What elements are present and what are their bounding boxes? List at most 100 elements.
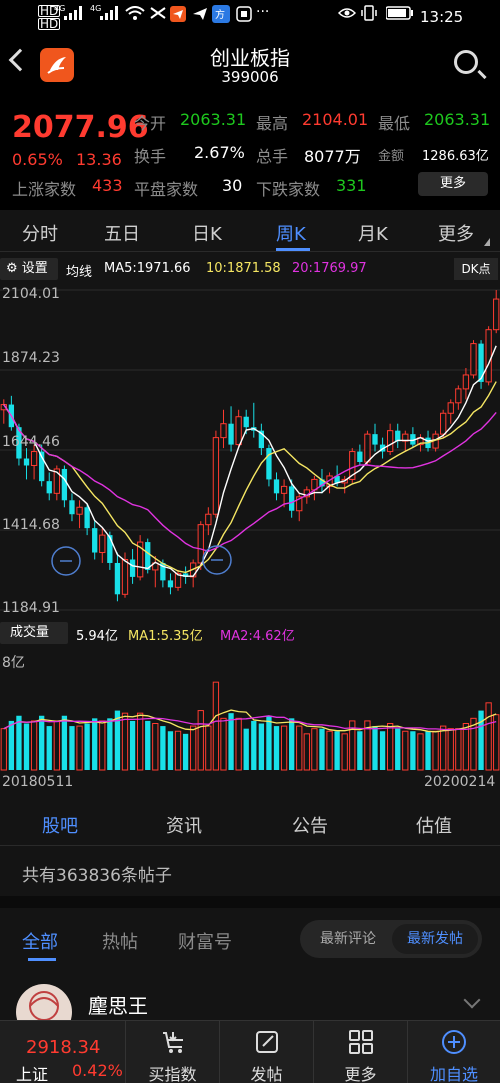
candle <box>69 493 75 522</box>
app-logo <box>40 48 74 82</box>
volume-ma2: MA2:4.62亿 <box>220 629 295 644</box>
volume-bar <box>121 712 129 771</box>
current-price: 2077.96 <box>12 110 149 145</box>
compose-post-button[interactable]: 发帖 <box>219 1021 313 1083</box>
ma-title: 均线 <box>66 265 93 280</box>
add-watchlist-label: 加自选 <box>429 1065 478 1083</box>
sort-toggle: 最新评论 最新发帖 <box>300 920 482 958</box>
candle <box>30 444 38 480</box>
signal-icon-2 <box>100 6 118 23</box>
x-start-label: 20180511 <box>2 774 74 790</box>
volume-bar <box>357 731 363 770</box>
tab-intraday[interactable]: 分时 <box>22 224 58 245</box>
chevron-down-icon[interactable] <box>463 991 481 1009</box>
volume-bar <box>174 730 182 771</box>
event-marker-icon[interactable] <box>202 545 232 575</box>
tab-monthly-k[interactable]: 月K <box>358 224 388 245</box>
volume-bar <box>334 731 340 770</box>
compose-label: 发帖 <box>250 1065 283 1083</box>
tab-news[interactable]: 资讯 <box>166 816 202 837</box>
volume-value: 8077万 <box>304 147 361 166</box>
y-tick-label: 2104.01 <box>2 286 60 302</box>
volume-bar <box>303 733 310 771</box>
volume-bar <box>114 710 121 770</box>
filter-all[interactable]: 全部 <box>22 932 58 953</box>
candle <box>251 402 257 438</box>
settings-label: 设置 <box>21 261 48 276</box>
more-quote-button[interactable]: 更多 <box>418 172 488 196</box>
tab-valuation[interactable]: 估值 <box>416 816 452 837</box>
candlestick-chart[interactable]: 2104.01 1874.23 1644.46 1414.68 1184.91 <box>0 282 500 618</box>
volume-bar <box>99 720 106 771</box>
volume-bar <box>167 731 174 770</box>
amount-label: 金额 <box>378 149 405 164</box>
volume-bar <box>364 720 371 771</box>
add-watchlist-button[interactable]: 加自选 <box>407 1021 500 1083</box>
ma20-value: 20:1769.97 <box>292 261 367 276</box>
y-tick-label: 1874.23 <box>2 350 60 366</box>
more-button[interactable]: 更多 <box>313 1021 407 1083</box>
candle <box>289 479 295 518</box>
post-author[interactable]: 麈思王 <box>88 994 148 1018</box>
high-label: 最高 <box>256 114 289 133</box>
candle <box>258 423 265 456</box>
active-tab-indicator <box>276 248 310 251</box>
candle <box>182 566 189 584</box>
buy-index-button[interactable]: 买指数 <box>125 1021 219 1083</box>
section-tabs: 股吧 资讯 公告 估值 <box>0 800 500 846</box>
candle <box>440 409 447 438</box>
settings-button[interactable]: ⚙ 设置 <box>0 258 58 280</box>
candle <box>92 521 98 560</box>
bottom-bar: 2918.34 上证 0.42% 买指数 发帖 更多 加自选 <box>0 1020 500 1083</box>
sort-latest-comment[interactable]: 最新评论 <box>320 931 376 947</box>
candle <box>114 552 121 602</box>
candle <box>478 340 484 389</box>
candle <box>197 521 204 570</box>
ma-line-ma10 <box>3 381 497 574</box>
candle <box>470 340 477 379</box>
volume-bar <box>61 715 68 770</box>
tab-daily-k[interactable]: 日K <box>192 224 222 245</box>
filter-hot[interactable]: 热帖 <box>102 932 138 953</box>
candle <box>410 427 416 449</box>
volume-toolbar: 成交量 5.94亿 MA1:5.35亿 MA2:4.62亿 <box>0 620 500 646</box>
tab-five-day[interactable]: 五日 <box>104 224 140 245</box>
tab-announcements[interactable]: 公告 <box>292 816 328 837</box>
volume-bar <box>266 715 272 770</box>
volume-indicator-button[interactable]: 成交量 <box>0 622 68 644</box>
hd-badge-2: HD <box>38 17 61 31</box>
volume-bar <box>280 725 288 771</box>
candle <box>402 430 409 452</box>
candle <box>167 573 174 595</box>
tab-forum[interactable]: 股吧 <box>42 816 78 837</box>
tab-weekly-k[interactable]: 周K <box>276 224 306 245</box>
post-item[interactable]: 麈思王 <box>0 970 500 1040</box>
event-marker-icon[interactable] <box>51 546 81 576</box>
volume-chart[interactable]: 8亿 20180511 20200214 <box>0 646 500 796</box>
battery-icon <box>385 6 414 23</box>
volume-bar <box>425 731 431 770</box>
ma10-value: 10:1871.58 <box>206 261 281 276</box>
volume-bar <box>30 720 38 771</box>
candle <box>84 503 90 536</box>
candle <box>357 444 363 466</box>
sort-latest-post[interactable]: 最新发帖 <box>392 924 478 954</box>
down-count-label: 下跌家数 <box>256 180 321 199</box>
index-percent: 0.42% <box>72 1061 123 1080</box>
search-icon[interactable] <box>454 50 478 74</box>
tab-more[interactable]: 更多 <box>438 224 474 245</box>
index-code: 399006 <box>221 68 279 86</box>
filter-wealth[interactable]: 财富号 <box>178 932 232 953</box>
turnover-label: 换手 <box>134 147 167 166</box>
ma-line-ma20 <box>3 404 497 553</box>
volume-bar <box>137 712 144 771</box>
dk-point-button[interactable]: DK点 <box>454 258 498 280</box>
volume-bar <box>8 720 15 770</box>
volume-bar <box>76 725 83 771</box>
volume-bar <box>455 728 462 771</box>
open-label: 今开 <box>134 114 167 133</box>
turnover-value: 2.67% <box>194 143 245 162</box>
volume-bar <box>470 717 477 771</box>
clock: 13:25 <box>420 8 464 26</box>
up-count-label: 上涨家数 <box>12 180 77 199</box>
